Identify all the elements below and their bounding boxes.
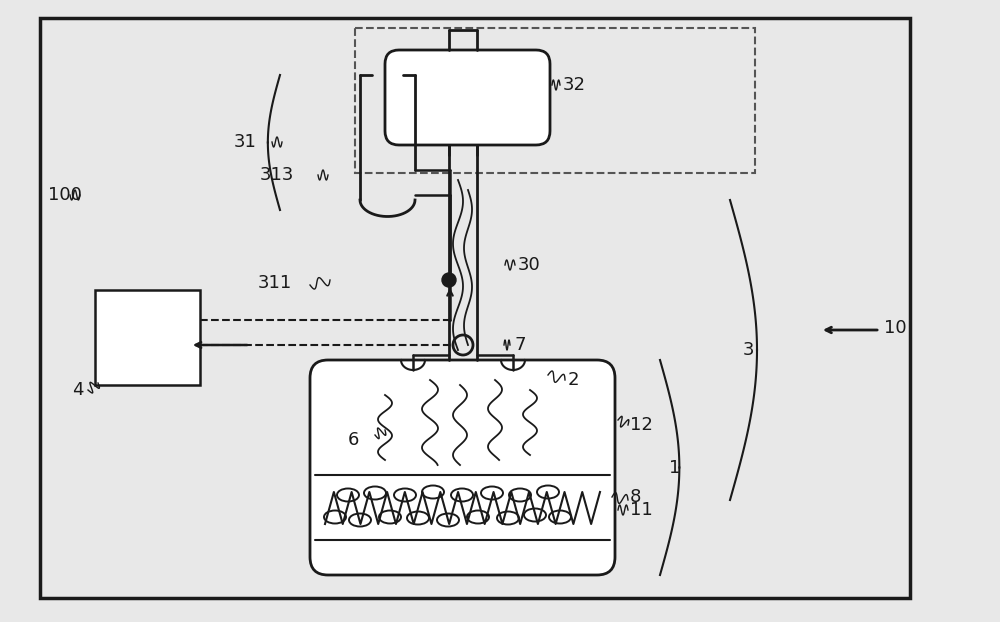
Ellipse shape (422, 486, 444, 498)
Circle shape (442, 273, 456, 287)
Ellipse shape (481, 486, 503, 499)
Ellipse shape (497, 511, 519, 524)
Ellipse shape (407, 511, 429, 524)
Text: 4: 4 (72, 381, 84, 399)
Ellipse shape (524, 509, 546, 521)
Ellipse shape (451, 488, 473, 501)
Bar (355, 28, 755, 173)
Text: 10: 10 (884, 319, 907, 337)
FancyBboxPatch shape (310, 360, 615, 575)
Text: 32: 32 (563, 76, 586, 94)
Text: 313: 313 (260, 166, 294, 184)
Ellipse shape (379, 511, 401, 524)
Text: 7: 7 (514, 336, 526, 354)
Ellipse shape (337, 488, 359, 501)
Ellipse shape (364, 486, 386, 499)
Text: 100: 100 (48, 186, 82, 204)
Ellipse shape (549, 511, 571, 524)
Ellipse shape (537, 486, 559, 498)
Text: 31: 31 (234, 133, 257, 151)
Text: 6: 6 (348, 431, 359, 449)
Text: 8: 8 (630, 488, 641, 506)
Text: 11: 11 (630, 501, 653, 519)
Text: 30: 30 (518, 256, 541, 274)
Text: 1: 1 (669, 459, 680, 477)
Text: 12: 12 (630, 416, 653, 434)
Ellipse shape (324, 511, 346, 524)
Text: 311: 311 (258, 274, 292, 292)
Text: 2: 2 (568, 371, 580, 389)
FancyBboxPatch shape (385, 50, 550, 145)
Ellipse shape (349, 514, 371, 526)
Bar (95, 290, 200, 385)
Ellipse shape (437, 514, 459, 526)
Ellipse shape (394, 488, 416, 501)
Ellipse shape (509, 488, 531, 501)
Text: 3: 3 (743, 341, 755, 359)
Bar (40, 18, 910, 598)
Ellipse shape (467, 511, 489, 524)
